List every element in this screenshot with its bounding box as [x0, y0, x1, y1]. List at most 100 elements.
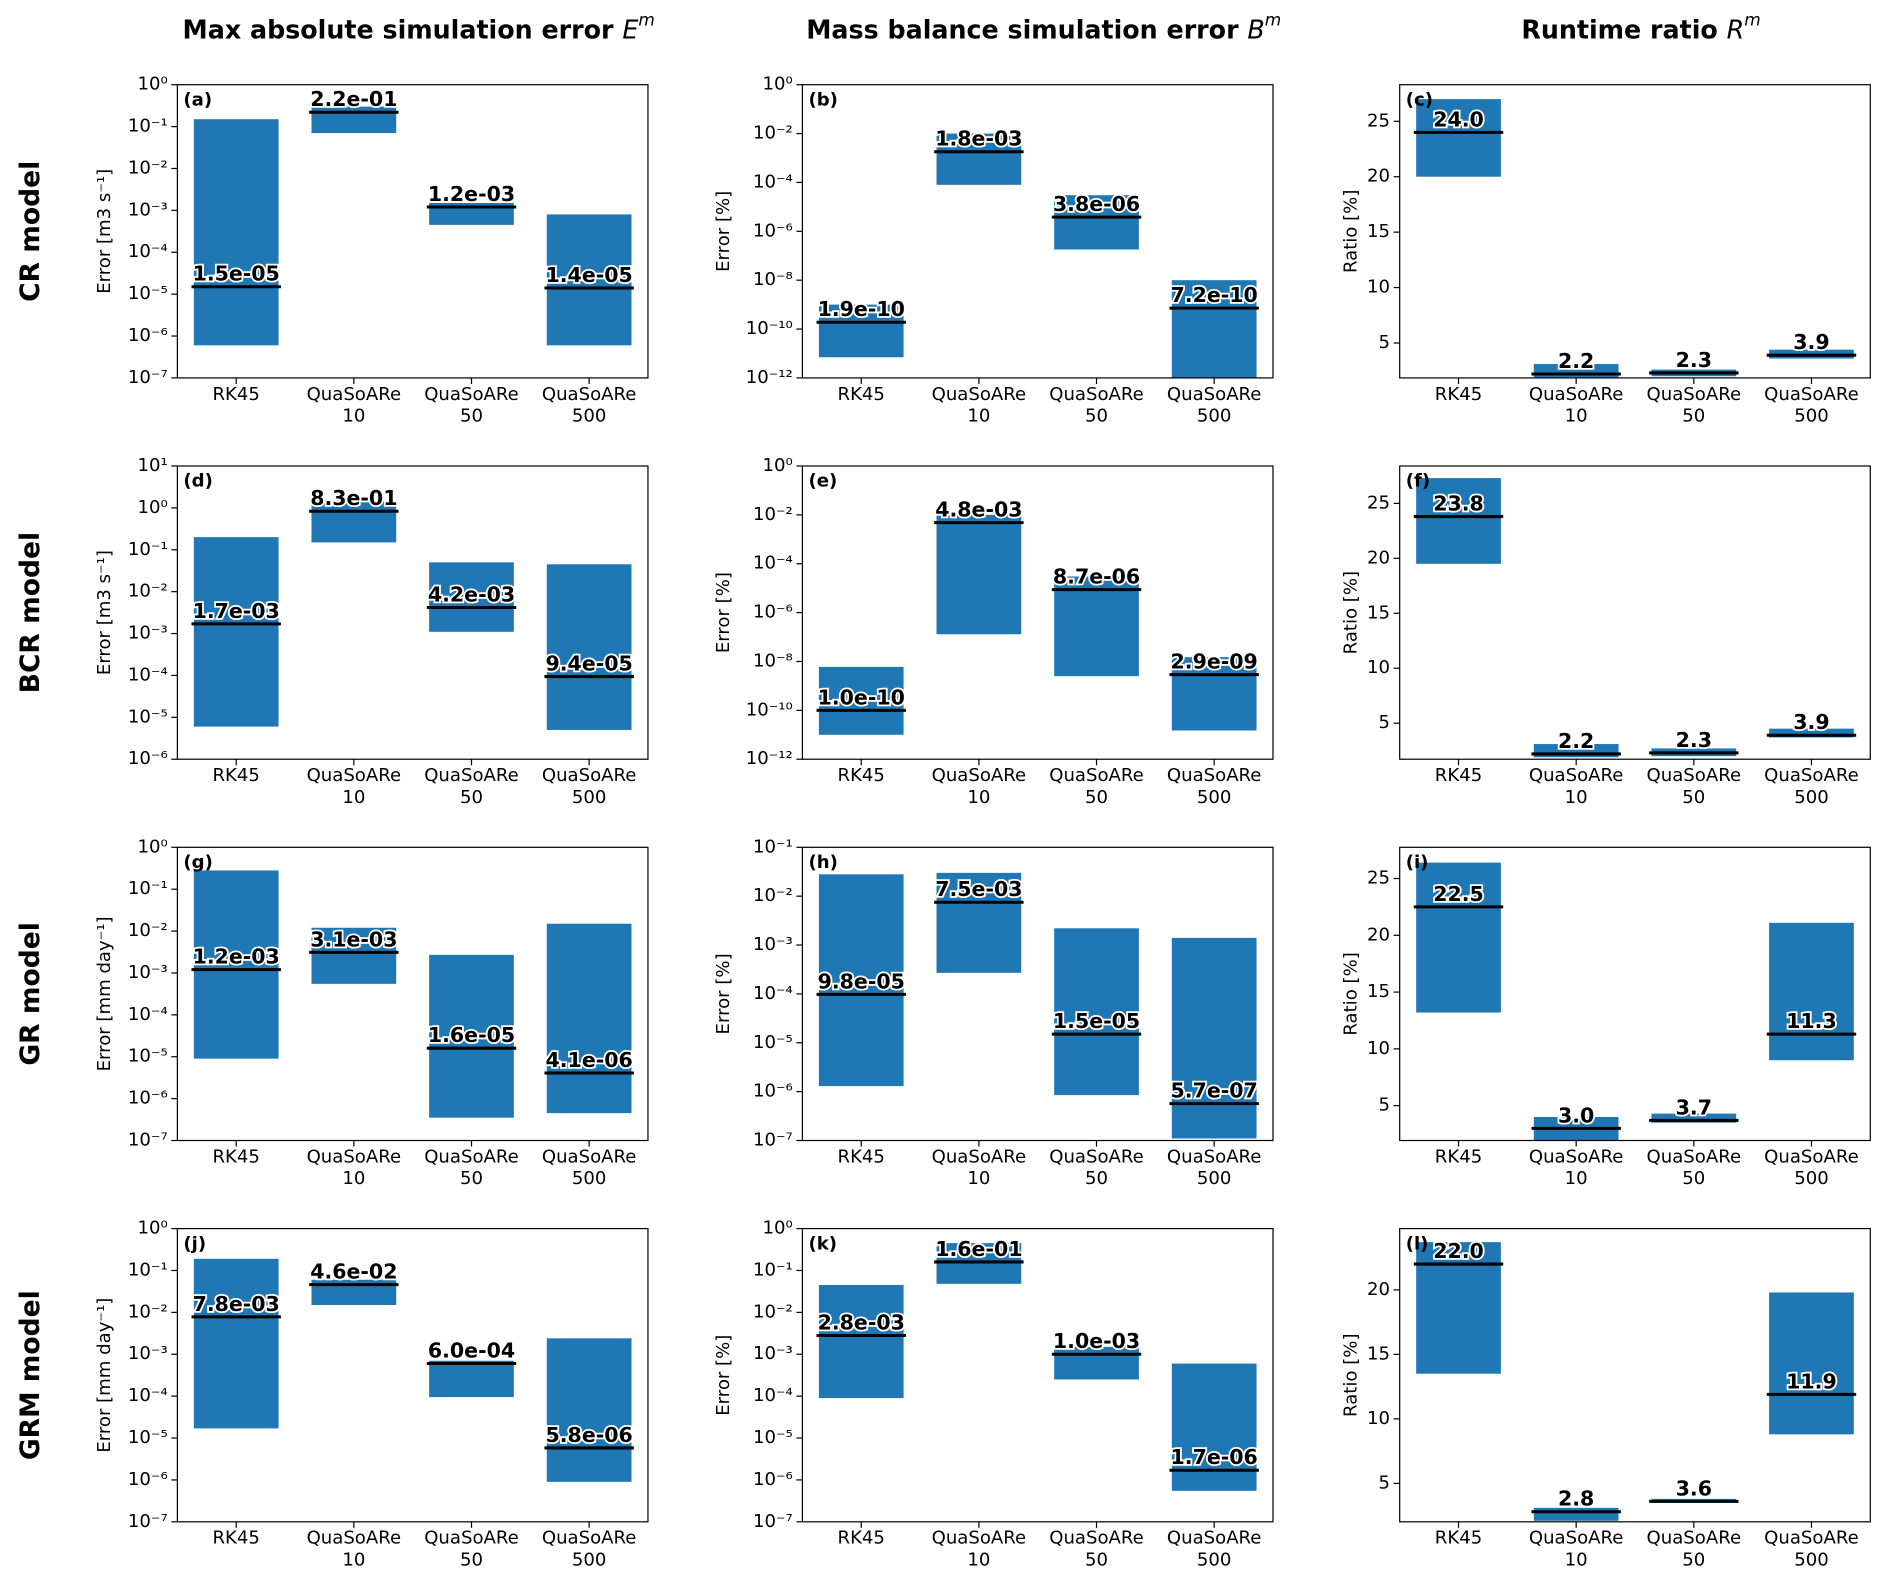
value-label: 2.8e-03 [818, 1310, 905, 1334]
y-tick-label: 10⁻¹ [753, 836, 793, 857]
panel-label: (h) [808, 852, 837, 873]
panel-label: (c) [1406, 89, 1433, 110]
y-tick-label: 10⁻⁷ [128, 1130, 168, 1151]
y-tick-label: 10⁻¹⁰ [746, 699, 793, 720]
value-label: 23.8 [1433, 491, 1484, 515]
x-tick-label: QuaSoARe [1167, 384, 1262, 405]
y-tick-label: 10¹ [137, 455, 167, 476]
x-tick-label: 50 [1682, 787, 1705, 808]
x-tick-label: 10 [967, 787, 990, 808]
y-tick-label: 10⁻² [753, 1301, 793, 1322]
x-tick-label: RK45 [838, 765, 885, 786]
axes-frame [1399, 1227, 1871, 1523]
column-title-symbol: E [622, 15, 638, 45]
x-tick-label: RK45 [838, 1146, 885, 1167]
y-tick-label: 10⁻⁴ [753, 553, 793, 574]
x-tick-label: QuaSoARe [932, 765, 1027, 786]
value-label: 8.3e-01 [310, 486, 397, 510]
value-label: 5.7e-07 [1171, 1079, 1258, 1103]
x-tick-label: 500 [1197, 1168, 1232, 1189]
column-title-text: Mass balance simulation error [806, 15, 1247, 45]
range-bar [818, 304, 904, 358]
axes-frame [176, 465, 649, 760]
y-axis-label: Error [%] [713, 953, 734, 1034]
x-tick-label: QuaSoARe [424, 1146, 519, 1167]
y-tick-label: 10⁻⁴ [128, 664, 168, 685]
column-title-text: Max absolute simulation error [183, 15, 623, 45]
range-bar [546, 1338, 632, 1482]
value-label: 6.0e-04 [428, 1338, 515, 1362]
panel-label: (b) [808, 89, 837, 110]
row-label: GRM model [15, 1290, 46, 1460]
range-bar [936, 514, 1022, 635]
x-tick-label: QuaSoARe [1049, 384, 1144, 405]
x-tick-label: 500 [1197, 406, 1232, 427]
axes-frame [801, 846, 1274, 1142]
range-bar [193, 1258, 279, 1429]
panel-label: (f) [1406, 471, 1430, 492]
x-tick-label: 10 [1565, 406, 1588, 427]
column-title: Max absolute simulation error Em [183, 10, 655, 45]
x-tick-label: 500 [572, 1549, 607, 1570]
y-tick-label: 10⁻¹² [746, 748, 793, 769]
range-bar [1054, 576, 1139, 677]
y-axis-label: Ratio [%] [1340, 571, 1361, 654]
y-tick-label: 20 [1367, 924, 1390, 945]
y-tick-label: 10 [1367, 1408, 1390, 1429]
y-tick-label: 10⁻⁷ [128, 367, 168, 388]
x-tick-label: 10 [342, 1549, 365, 1570]
range-bar [1769, 922, 1854, 1061]
value-label: 1.7e-03 [193, 599, 280, 623]
x-tick-label: RK45 [212, 1146, 259, 1167]
value-label: 2.2e-01 [310, 87, 397, 111]
value-label: 2.9e-09 [1171, 650, 1258, 674]
value-label: 1.5e-05 [193, 262, 280, 286]
x-tick-label: RK45 [212, 384, 259, 405]
y-tick-label: 10⁻³ [128, 623, 168, 644]
range-bar [1054, 1346, 1139, 1380]
y-axis-label: Error [mm day⁻¹] [94, 1298, 115, 1453]
x-tick-label: 10 [967, 406, 990, 427]
value-label: 2.3 [1676, 348, 1712, 372]
x-tick-label: QuaSoARe [1167, 1146, 1262, 1167]
row-label: BCR model [15, 532, 46, 693]
x-tick-label: 50 [1682, 1549, 1705, 1570]
y-tick-label: 10 [1367, 277, 1390, 298]
y-tick-label: 25 [1367, 110, 1390, 131]
axes-frame [1399, 465, 1871, 760]
y-axis-label: Error [m3 s⁻¹] [94, 550, 115, 675]
x-tick-label: 50 [460, 1168, 483, 1189]
value-label: 4.8e-03 [935, 498, 1022, 522]
y-tick-label: 10⁻⁵ [128, 283, 168, 304]
axes-frame [801, 465, 1274, 760]
x-tick-label: RK45 [838, 1528, 885, 1549]
panel-label: (i) [1406, 852, 1429, 873]
value-label: 1.9e-10 [818, 297, 905, 321]
axes-frame [176, 1227, 649, 1523]
x-tick-label: QuaSoARe [1529, 384, 1624, 405]
range-bar [193, 870, 279, 1059]
x-tick-label: 10 [1565, 787, 1588, 808]
x-tick-label: QuaSoARe [1647, 1528, 1742, 1549]
x-tick-label: 10 [342, 1168, 365, 1189]
value-label: 2.2 [1558, 349, 1594, 373]
x-tick-label: QuaSoARe [932, 384, 1027, 405]
x-tick-label: 500 [1794, 787, 1829, 808]
range-bar [936, 133, 1022, 185]
y-tick-label: 10⁻¹ [128, 1259, 168, 1280]
y-axis-label: Ratio [%] [1340, 190, 1361, 273]
range-bar [1651, 1113, 1737, 1123]
value-label: 11.9 [1786, 1369, 1837, 1393]
x-tick-label: 50 [1085, 1168, 1108, 1189]
column-title-symbol: R [1727, 15, 1745, 45]
value-label: 3.9 [1793, 710, 1829, 734]
y-tick-label: 10⁰ [762, 1218, 792, 1239]
x-tick-label: QuaSoARe [1529, 1146, 1624, 1167]
y-tick-label: 10⁻⁴ [128, 1004, 168, 1025]
y-tick-label: 25 [1367, 492, 1390, 513]
x-tick-label: RK45 [838, 384, 885, 405]
value-label: 3.6 [1676, 1476, 1712, 1500]
x-tick-label: QuaSoARe [1647, 765, 1742, 786]
range-bar [429, 562, 514, 632]
y-tick-label: 10⁻⁴ [753, 171, 793, 192]
